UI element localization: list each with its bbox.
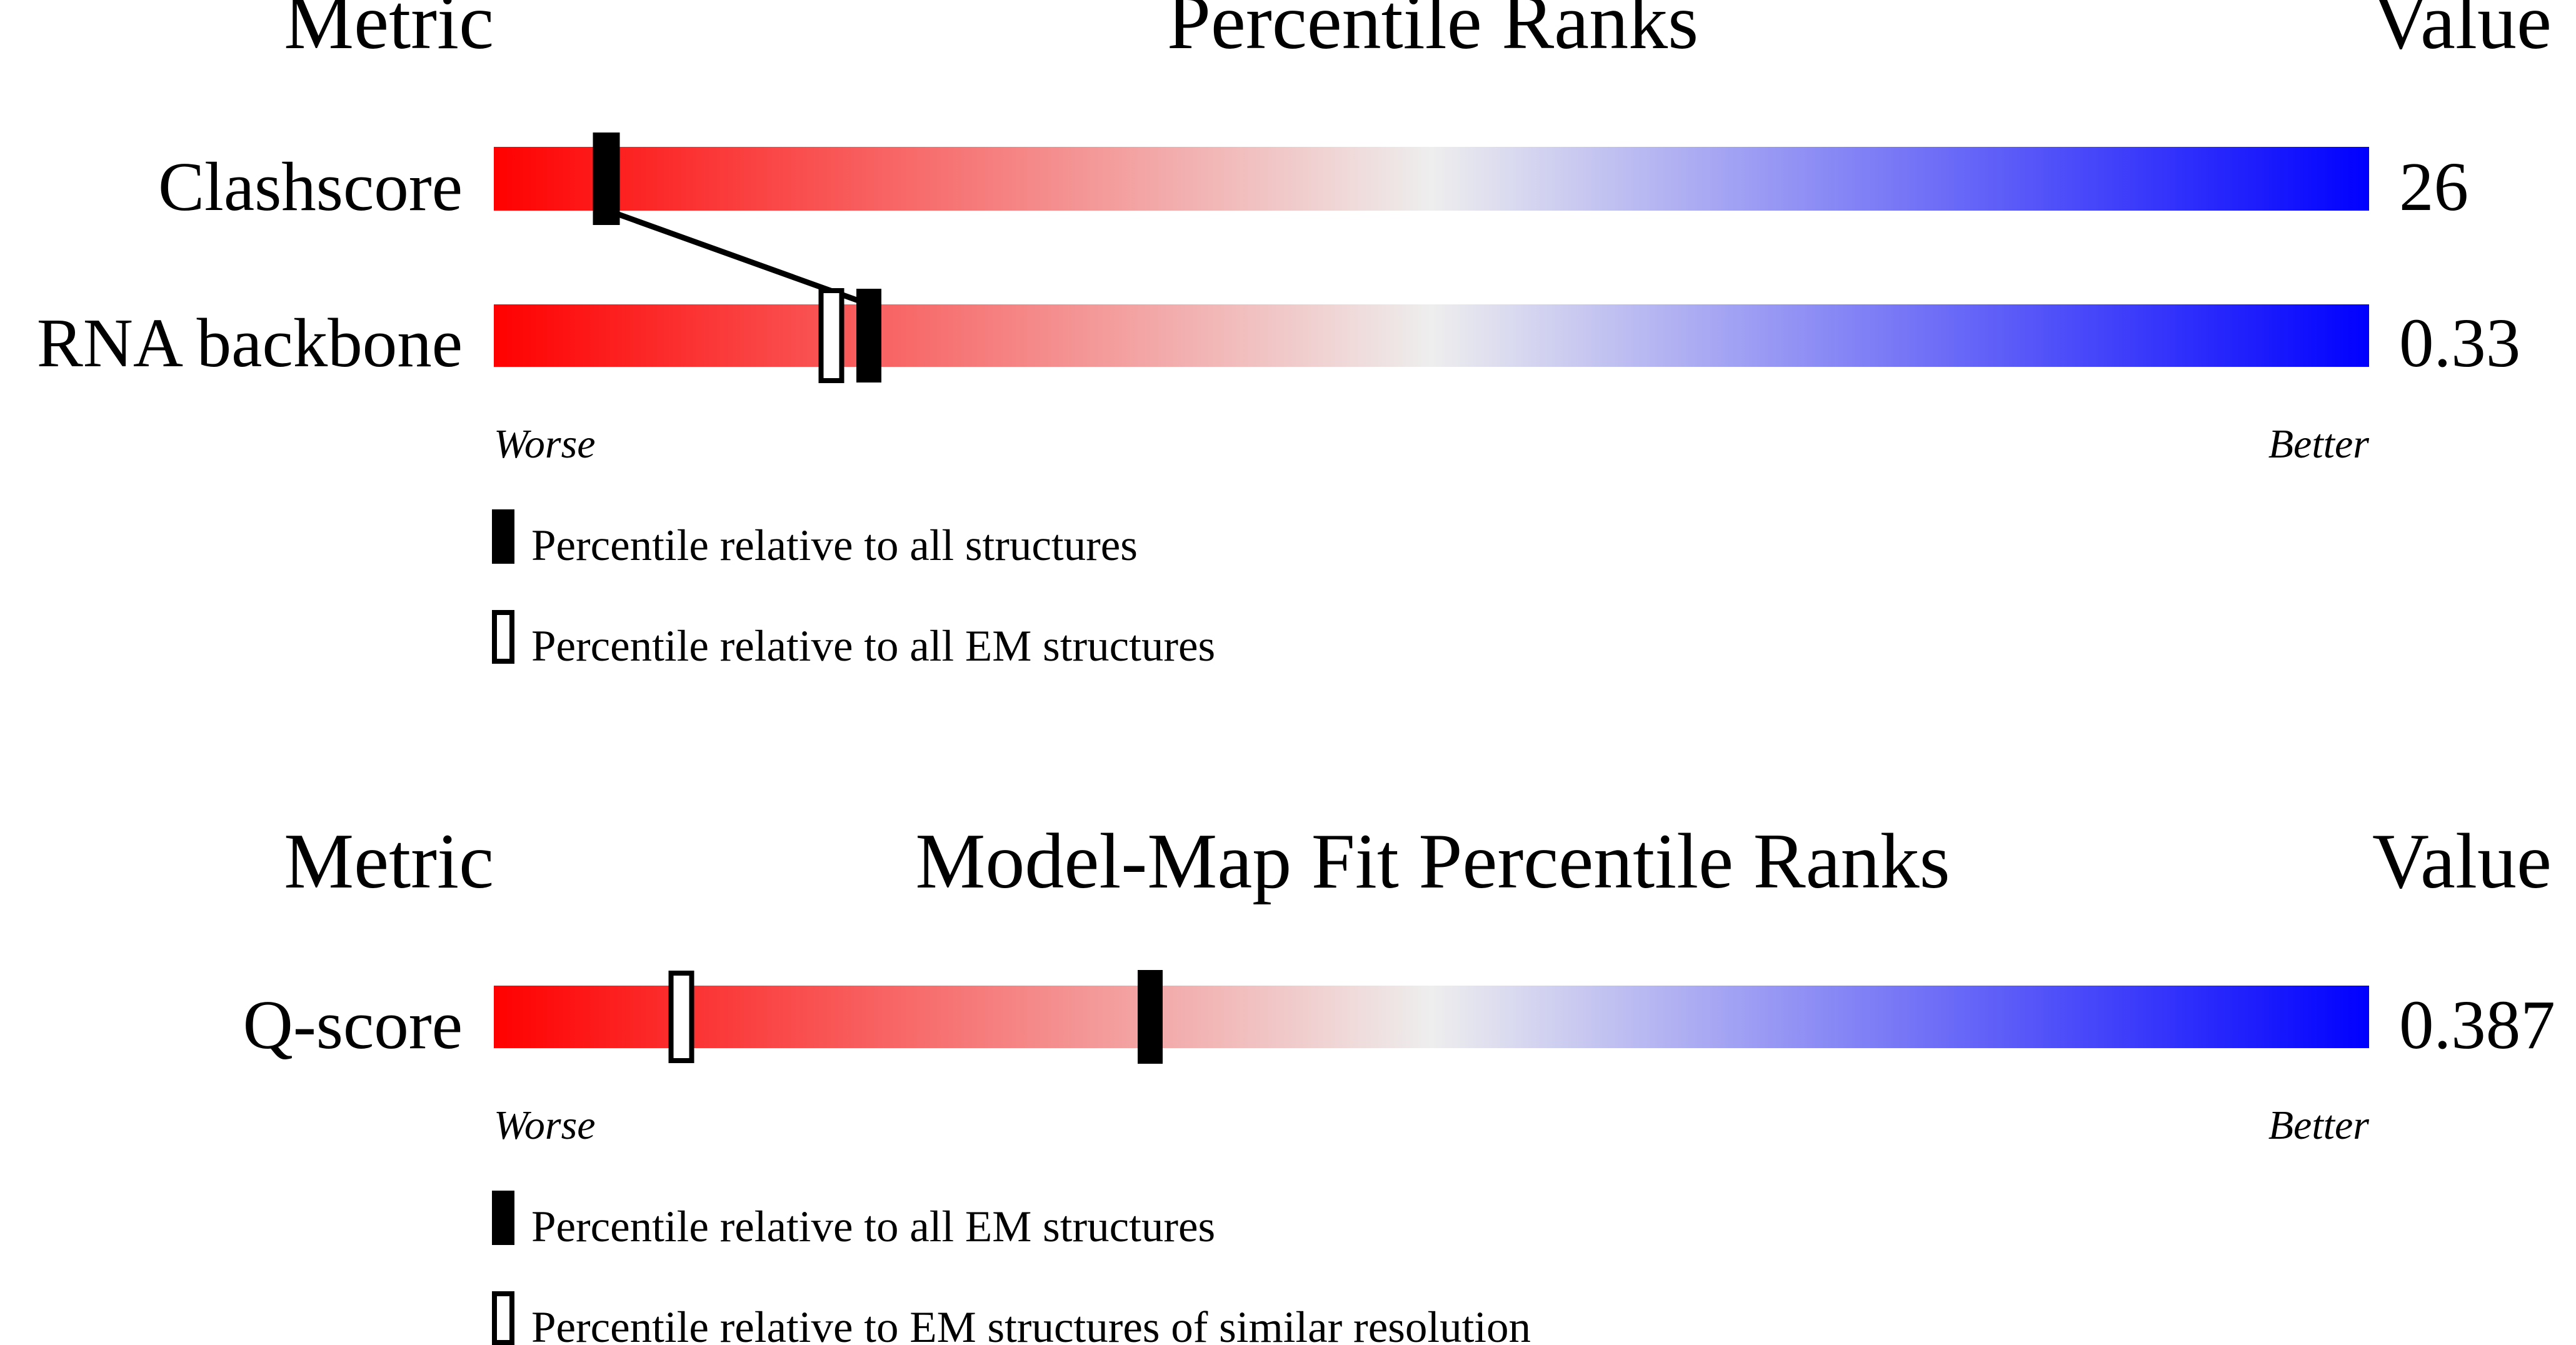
legend-filled-label: Percentile relative to all structures	[531, 521, 1138, 570]
value-q-score: 0.387	[2399, 987, 2555, 1064]
scale-worse-label: Worse	[494, 421, 596, 467]
marker-all-structures-rna-backbone	[856, 289, 881, 382]
metric-header: Metric	[284, 818, 494, 905]
panel-title: Model-Map Fit Percentile Ranks	[915, 818, 1950, 905]
legend-open-swatch	[492, 610, 514, 664]
scale-worse-label: Worse	[494, 1102, 596, 1148]
value-rna-backbone: 0.33	[2399, 305, 2520, 382]
rank-bar-rna-backbone	[494, 304, 2369, 367]
legend-filled-swatch	[492, 509, 514, 564]
legend-filled-swatch	[492, 1191, 514, 1245]
metric-label-q-score: Q-score	[243, 987, 463, 1064]
panel-title: Percentile Ranks	[1167, 0, 1698, 66]
value-header: Value	[2372, 818, 2552, 905]
value-header: Value	[2372, 0, 2552, 66]
metric-header: Metric	[284, 0, 494, 66]
rank-bar-clashscore	[494, 147, 2369, 211]
metric-label-clashscore: Clashscore	[158, 149, 463, 226]
value-clashscore: 26	[2399, 149, 2468, 226]
scale-better-label: Better	[2268, 1102, 2370, 1148]
marker-all-structures-clashscore	[593, 132, 620, 225]
marker-similar-resolution-q-score	[668, 971, 694, 1063]
legend-open-swatch	[492, 1291, 514, 1345]
legend-filled-label: Percentile relative to all EM structures	[531, 1202, 1215, 1251]
legend-open-label: Percentile relative to EM structures of …	[531, 1303, 1531, 1345]
panel-percentile-ranks: Metric Percentile Ranks Value Clashscore…	[37, 0, 2552, 671]
marker-em-structures-rna-backbone	[818, 288, 844, 383]
metric-label-rna-backbone: RNA backbone	[37, 305, 463, 382]
marker-all-em-structures-q-score	[1138, 970, 1163, 1064]
panel-model-map-fit: Metric Model-Map Fit Percentile Ranks Va…	[243, 818, 2555, 1345]
scale-better-label: Better	[2268, 421, 2370, 467]
legend-open-label: Percentile relative to all EM structures	[531, 622, 1215, 671]
rank-bar-q-score	[494, 986, 2369, 1048]
